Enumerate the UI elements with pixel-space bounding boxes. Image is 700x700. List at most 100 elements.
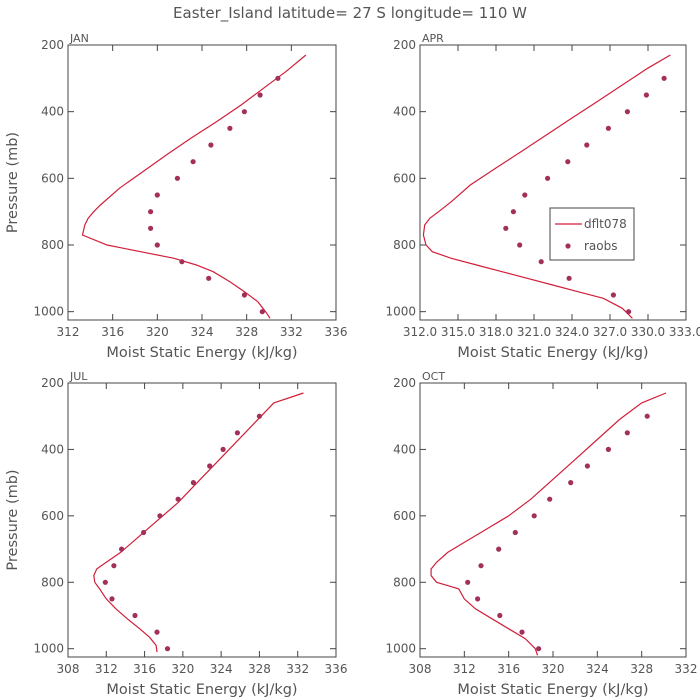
raobs-point	[174, 175, 180, 181]
raobs-point	[154, 242, 160, 248]
x-tick-label: 315.0	[441, 325, 475, 339]
raobs-point	[102, 579, 108, 585]
raobs-point	[141, 529, 147, 536]
x-tick-label: 312	[95, 662, 118, 676]
panel-label: JAN	[69, 32, 89, 45]
raobs-point	[175, 496, 181, 502]
raobs-point	[547, 496, 553, 502]
raobs-point	[154, 192, 160, 198]
y-tick-label: 200	[41, 376, 64, 390]
x-tick-label: 328	[235, 325, 258, 339]
raobs-point	[531, 513, 537, 519]
raobs-point	[257, 92, 263, 98]
y-tick-label: 600	[41, 509, 64, 523]
raobs-point	[259, 309, 265, 315]
raobs-point	[234, 430, 240, 436]
raobs-point	[605, 125, 612, 131]
model-line-dflt078	[93, 392, 304, 653]
raobs-point	[566, 275, 572, 281]
y-tick-label: 800	[41, 575, 64, 589]
y-tick-label: 200	[41, 38, 64, 52]
legend: dflt078 raobs	[549, 207, 635, 261]
legend-model-label: dflt078	[584, 217, 627, 231]
plot-frame	[419, 382, 687, 658]
raobs-point	[206, 275, 212, 281]
chart-panel-jan: JAN 312 316 320 324 328 332 336 200 400 600 800 1000…	[5, 32, 347, 361]
raobs-point	[475, 596, 481, 602]
raobs-point	[512, 529, 518, 536]
y-tick-label: 800	[393, 575, 416, 589]
legend-point-swatch	[565, 243, 571, 249]
raobs-point	[496, 546, 502, 552]
raobs-point	[624, 430, 630, 436]
x-tick-label: 316	[101, 325, 124, 339]
x-tick-label: 324	[210, 662, 233, 676]
raobs-point	[132, 612, 138, 619]
x-axis-label: Moist Static Energy (kJ/kg)	[457, 682, 648, 698]
raobs-point	[190, 159, 196, 165]
raobs-point	[164, 646, 171, 652]
raobs-point	[568, 480, 574, 486]
raobs-point	[497, 612, 503, 619]
raobs-point	[545, 175, 551, 181]
raobs-point	[241, 109, 247, 115]
y-axis-label: Pressure (mb)	[5, 469, 21, 570]
x-axis-label: Moist Static Energy (kJ/kg)	[106, 345, 297, 361]
y-tick-label: 1000	[33, 642, 64, 656]
raobs-point	[519, 629, 525, 635]
x-tick-label: 320	[146, 325, 169, 339]
x-tick-label: 320	[542, 662, 565, 676]
raobs-point	[256, 413, 262, 419]
x-tick-label: 312	[453, 662, 476, 676]
y-axis-label: Pressure (mb)	[5, 132, 21, 233]
raobs-point	[565, 159, 571, 165]
x-tick-label: 328	[248, 662, 271, 676]
legend-obs-label: raobs	[584, 239, 618, 253]
x-tick-label: 320	[171, 662, 194, 676]
raobs-point	[643, 92, 650, 98]
x-tick-label: 324.0	[555, 325, 589, 339]
y-tick-label: 1000	[33, 305, 64, 319]
model-line-dflt078	[430, 392, 667, 656]
y-tick-label: 400	[393, 442, 416, 456]
raobs-point	[644, 413, 650, 419]
x-tick-label: 327.0	[593, 325, 627, 339]
y-tick-label: 600	[393, 509, 416, 523]
panel-label: APR	[422, 32, 444, 45]
raobs-point	[626, 309, 632, 315]
y-tick-label: 200	[393, 38, 416, 52]
raobs-point	[522, 192, 528, 198]
x-tick-label: 336	[325, 662, 348, 676]
x-tick-label: 316	[497, 662, 520, 676]
raobs-point	[478, 563, 484, 569]
y-tick-label: 1000	[385, 305, 416, 319]
chart-panel-oct: OCT 308 312 316 320 324 328 332 200 400 600 800 1000…	[385, 370, 697, 698]
raobs-point	[154, 629, 160, 635]
raobs-point	[510, 209, 516, 215]
raobs-point	[111, 563, 117, 569]
raobs-point	[179, 259, 185, 265]
x-tick-label: 332	[286, 662, 309, 676]
x-tick-label: 321.0	[517, 325, 551, 339]
y-tick-label: 400	[41, 442, 64, 456]
raobs-point	[227, 125, 233, 131]
x-axis-label: Moist Static Energy (kJ/kg)	[457, 345, 648, 361]
x-tick-label: 333.0	[669, 325, 700, 339]
x-tick-label: 332	[675, 662, 698, 676]
raobs-point	[241, 292, 247, 298]
plot-frame	[67, 44, 337, 321]
panel-label: JUL	[69, 370, 88, 383]
raobs-point	[148, 225, 154, 231]
raobs-point	[661, 75, 667, 81]
x-tick-label: 312.0	[403, 325, 437, 339]
y-tick-label: 800	[393, 238, 416, 252]
figure-title: Easter_Island latitude= 27 S longitude= …	[173, 4, 527, 23]
plot-frame	[419, 44, 687, 321]
y-tick-label: 1000	[385, 642, 416, 656]
x-axis-label: Moist Static Energy (kJ/kg)	[106, 682, 297, 698]
raobs-point	[465, 579, 471, 585]
raobs-point	[109, 596, 115, 602]
x-tick-label: 332	[280, 325, 303, 339]
y-tick-label: 600	[41, 171, 64, 185]
